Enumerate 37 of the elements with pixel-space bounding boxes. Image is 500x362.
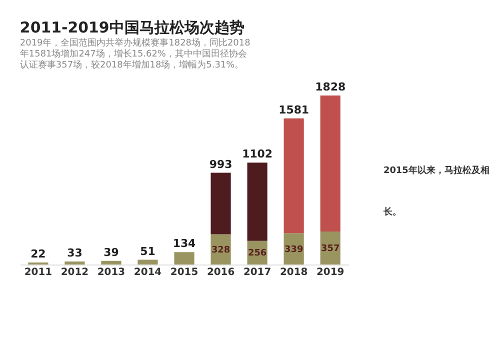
x-tick-label: 2017 — [243, 266, 272, 278]
text: 年1581场增加247场，增长15.62%，其中中国田径协会 — [20, 49, 247, 60]
bar — [320, 96, 340, 232]
bar — [284, 118, 304, 234]
data-label: 256 — [248, 248, 267, 259]
total-label: 51 — [140, 244, 156, 258]
bar — [210, 172, 231, 234]
text: 2015年以来，马拉松及相 — [383, 164, 490, 176]
x-tick-label: 2013 — [97, 266, 126, 278]
text: 长。 — [382, 206, 402, 218]
bar — [174, 252, 194, 265]
bar — [247, 162, 268, 241]
x-tick-label: 2015 — [170, 266, 198, 278]
total-label: 134 — [172, 237, 196, 250]
total-label: 33 — [67, 246, 82, 260]
chart-title: 2011-2019中国马拉松场次趋势 — [20, 18, 244, 36]
x-tick-label: 2019 — [316, 266, 344, 278]
total-label: 1581 — [278, 103, 310, 116]
bar — [28, 262, 48, 265]
bar — [64, 261, 85, 265]
x-tick-label: 2016 — [206, 266, 235, 278]
x-tick-label: 2018 — [280, 266, 308, 278]
text: 认证赛事357场，较2018年增加18场，增幅为5.31%。 — [20, 60, 244, 70]
data-label: 339 — [284, 244, 304, 255]
data-label: 357 — [320, 244, 340, 254]
total-label: 1102 — [242, 148, 273, 161]
bar — [138, 260, 158, 265]
total-label: 39 — [104, 246, 119, 259]
x-tick-label: 2011 — [24, 266, 52, 278]
data-label: 328 — [211, 245, 230, 256]
x-tick-label: 2014 — [134, 266, 162, 278]
total-label: 993 — [209, 158, 232, 171]
x-tick-label: 2012 — [60, 266, 89, 278]
total-label: 1828 — [315, 80, 346, 94]
text: 2019年，全国范围内共举办规模赛事1828场，同比2018 — [20, 38, 250, 48]
total-label: 22 — [30, 248, 46, 260]
bar — [101, 260, 122, 265]
